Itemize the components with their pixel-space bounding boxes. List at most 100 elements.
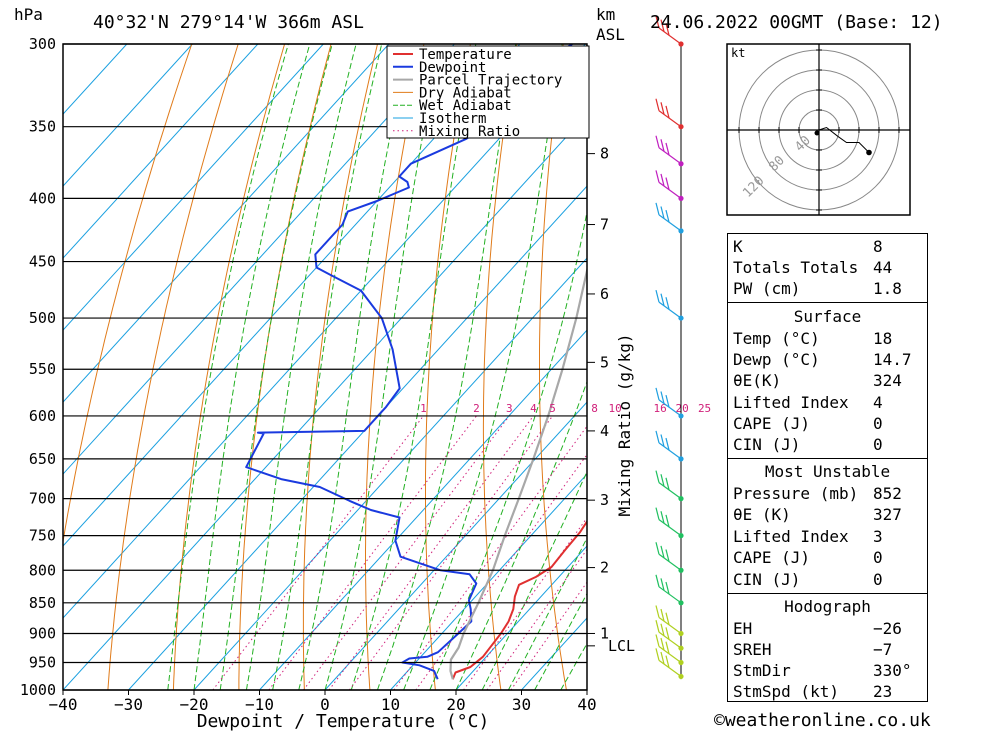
wind-barb-feather (660, 637, 665, 651)
pressure-tick-label: 850 (29, 594, 56, 612)
pressure-tick-label: 800 (29, 561, 56, 579)
pressure-tick-label: 500 (29, 309, 56, 327)
wind-barb-feather (660, 391, 665, 404)
wind-barb-staff (658, 214, 682, 232)
wind-barb-feather (660, 545, 665, 559)
surface-row-dewp: Dewp (°C) 14.7 (733, 350, 912, 369)
x-tick-label: 40 (577, 695, 596, 714)
mixing-ratio-label: 16 (653, 402, 666, 415)
wet-adiabat-line (245, 44, 357, 690)
wind-barb-staff (658, 659, 682, 677)
isotherm-line (128, 185, 587, 690)
dry-adiabat-line (981, 44, 1000, 690)
lcl-label: LCL (608, 637, 635, 655)
wind-barb-feather (655, 620, 660, 633)
wet-adiabat-line (272, 44, 383, 690)
wind-barb-staff (658, 110, 682, 128)
wind-barb-feather (660, 578, 665, 591)
mixing-ratio-line (303, 415, 510, 690)
wind-barb-feather (660, 139, 665, 152)
wind-barb-staff (658, 399, 682, 417)
isotherm-line (455, 545, 587, 690)
wind-barb-feather (655, 170, 660, 183)
wind-barb-staff (658, 181, 682, 199)
wind-barb-feather (660, 434, 665, 447)
wind-barb-feather (665, 641, 670, 654)
pressure-tick-label: 900 (29, 624, 56, 642)
location-title: 40°32'N 279°14'W 366m ASL (93, 12, 364, 33)
hodograph-unit-label: kt (731, 46, 745, 60)
pressure-tick-label: 600 (29, 407, 56, 425)
wind-barb-staff (658, 586, 682, 604)
most-unstable-title: Most Unstable (764, 462, 891, 481)
pressure-tick-label: 950 (29, 653, 56, 671)
km-tick-label: 8 (600, 145, 609, 163)
x-tick-label: 30 (512, 695, 531, 714)
isotherm-line (63, 44, 324, 331)
wind-barb-feather (655, 542, 660, 555)
surface-row-cin: CIN (J) 0 (733, 435, 883, 454)
isotherm-line (63, 44, 521, 547)
wind-barb-feather (665, 105, 670, 119)
x-tick-label: −40 (49, 695, 78, 714)
hodo-row-stmdir: StmDir 330° (733, 661, 912, 680)
legend-entry: Parcel Trajectory (419, 73, 562, 89)
wind-barb-feather (660, 651, 665, 665)
wind-barb-staff (658, 147, 682, 165)
isotherm-line (63, 44, 259, 259)
pressure-tick-label: 650 (29, 450, 56, 468)
km-tick-label: 1 (600, 624, 609, 642)
wet-adiabat-line (193, 44, 311, 690)
wind-barb-feather (655, 574, 660, 587)
isotherm-line (193, 257, 587, 690)
legend-entry: Dewpoint (419, 60, 486, 76)
wind-barb-staff (658, 631, 682, 649)
hodograph-table-title: Hodograph (784, 597, 871, 616)
wind-barb-feather (665, 297, 670, 310)
plot-frame (62, 43, 588, 691)
wind-barb-feather (655, 135, 660, 148)
hodograph-storm-marker (814, 130, 820, 136)
mixing-ratio-label: 3 (506, 402, 513, 415)
km-tick-label: 7 (600, 216, 609, 234)
wind-barb-feather (655, 648, 660, 661)
pressure-tick-label: 1000 (20, 681, 56, 699)
asl-label: ASL (596, 25, 625, 44)
wind-barb-feather (665, 549, 670, 562)
mu-row-thetae: θE (K) 327 (733, 505, 902, 524)
legend-entry: Wet Adiabat (419, 98, 512, 114)
x-tick-label: −30 (114, 695, 143, 714)
pressure-tick-label: 400 (29, 189, 56, 207)
isotherm-line (63, 44, 193, 187)
wind-barb-staff (658, 616, 682, 634)
datetime-title: 24.06.2022 00GMT (Base: 12) (650, 12, 943, 33)
mixing-ratio-line (268, 415, 477, 690)
wind-barb-feather (665, 437, 670, 451)
wind-barb-staff (658, 645, 682, 663)
wind-barb-feather (660, 19, 665, 32)
mixing-ratio-line (348, 415, 554, 690)
wet-adiabat-line (219, 44, 333, 690)
mixing-ratio-label: 4 (530, 402, 537, 415)
wind-barb-feather (665, 142, 670, 156)
mixing-ratio-label: 2 (473, 402, 480, 415)
pressure-tick-label: 350 (29, 118, 56, 136)
surface-row-cape: CAPE (J) 0 (733, 414, 883, 433)
wind-barb-feather (660, 474, 665, 487)
wind-barb-feather (655, 202, 660, 216)
mu-row-cape: CAPE (J) 0 (733, 548, 883, 567)
x-tick-label: −20 (180, 695, 209, 714)
wind-barb-staff (658, 27, 682, 45)
wind-barb-feather (655, 15, 660, 29)
dry-adiabat-line (646, 44, 697, 690)
hodograph-end-marker (866, 149, 872, 156)
temperature-curve (451, 519, 587, 680)
wind-barb-feather (665, 23, 670, 36)
mixing-ratio-line (328, 415, 534, 690)
mixing-ratio-axis-title: Mixing Ratio (g/kg) (615, 333, 634, 516)
isotherm-line (63, 44, 390, 403)
wind-barb-staff (658, 442, 682, 460)
wind-barb-feather (660, 206, 665, 219)
isotherm-line (63, 44, 455, 475)
legend-entry: Mixing Ratio (419, 124, 520, 140)
